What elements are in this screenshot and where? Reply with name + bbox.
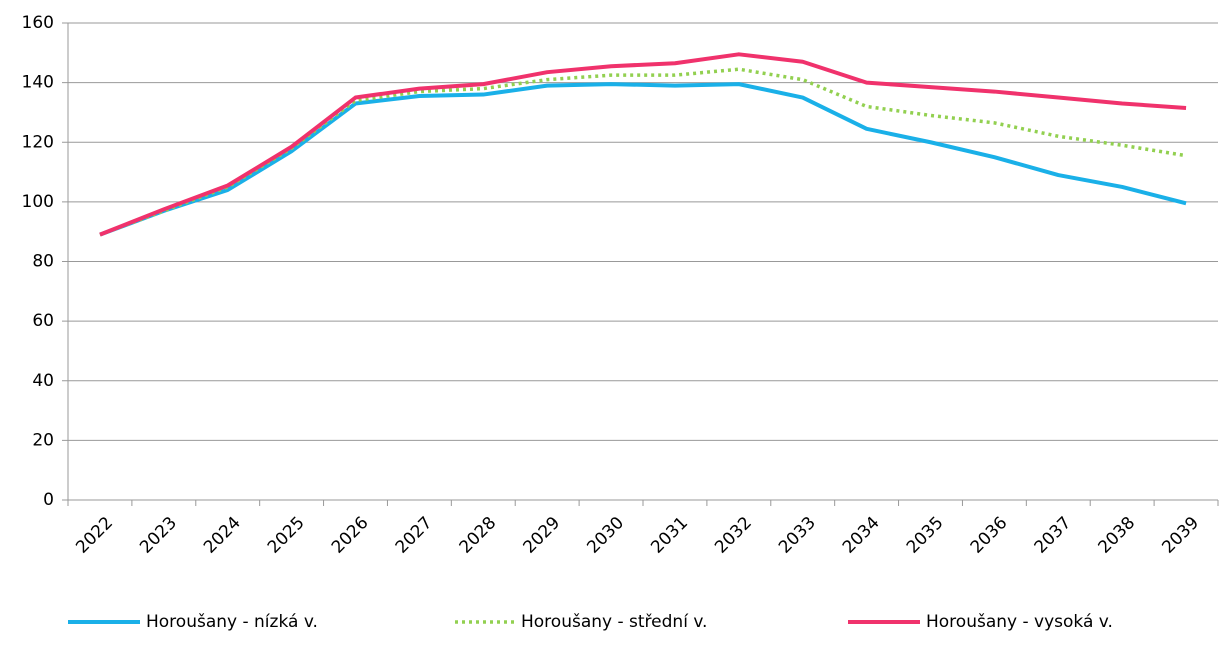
x-tick-label: 2031 <box>647 513 692 558</box>
x-tick-label: 2030 <box>583 513 628 558</box>
x-tick-label: 2026 <box>328 513 373 558</box>
x-tick-label: 2037 <box>1031 513 1076 558</box>
x-tick-label: 2023 <box>136 513 181 558</box>
x-tick-label: 2022 <box>72 513 117 558</box>
x-tick-label: 2025 <box>264 513 309 558</box>
y-tick-label: 160 <box>22 13 54 33</box>
legend-label: Horoušany - vysoká v. <box>926 612 1113 632</box>
x-tick-label: 2039 <box>1158 513 1203 558</box>
x-tick-label: 2038 <box>1095 513 1140 558</box>
x-tick-label: 2024 <box>200 513 245 558</box>
x-tick-label: 2028 <box>456 513 501 558</box>
series-line <box>99 52 1187 237</box>
x-tick-label: 2032 <box>711 513 756 558</box>
x-tick-label: 2035 <box>903 513 948 558</box>
x-tick-label: 2033 <box>775 513 820 558</box>
x-tick-label: 2029 <box>520 513 565 558</box>
x-tick-label: 2034 <box>839 513 884 558</box>
y-tick-label: 140 <box>22 73 54 93</box>
x-tick-label: 2027 <box>392 513 437 558</box>
y-tick-label: 120 <box>22 132 54 152</box>
x-tick-label: 2036 <box>967 513 1012 558</box>
legend-label: Horoušany - nízká v. <box>146 612 318 632</box>
y-tick-label: 20 <box>32 430 54 450</box>
series-line <box>99 82 1187 237</box>
y-tick-label: 0 <box>43 490 54 510</box>
y-tick-label: 60 <box>32 311 54 331</box>
y-tick-label: 80 <box>32 252 54 272</box>
legend-label: Horoušany - střední v. <box>521 612 707 632</box>
y-tick-label: 100 <box>22 192 54 212</box>
y-tick-label: 40 <box>32 371 54 391</box>
